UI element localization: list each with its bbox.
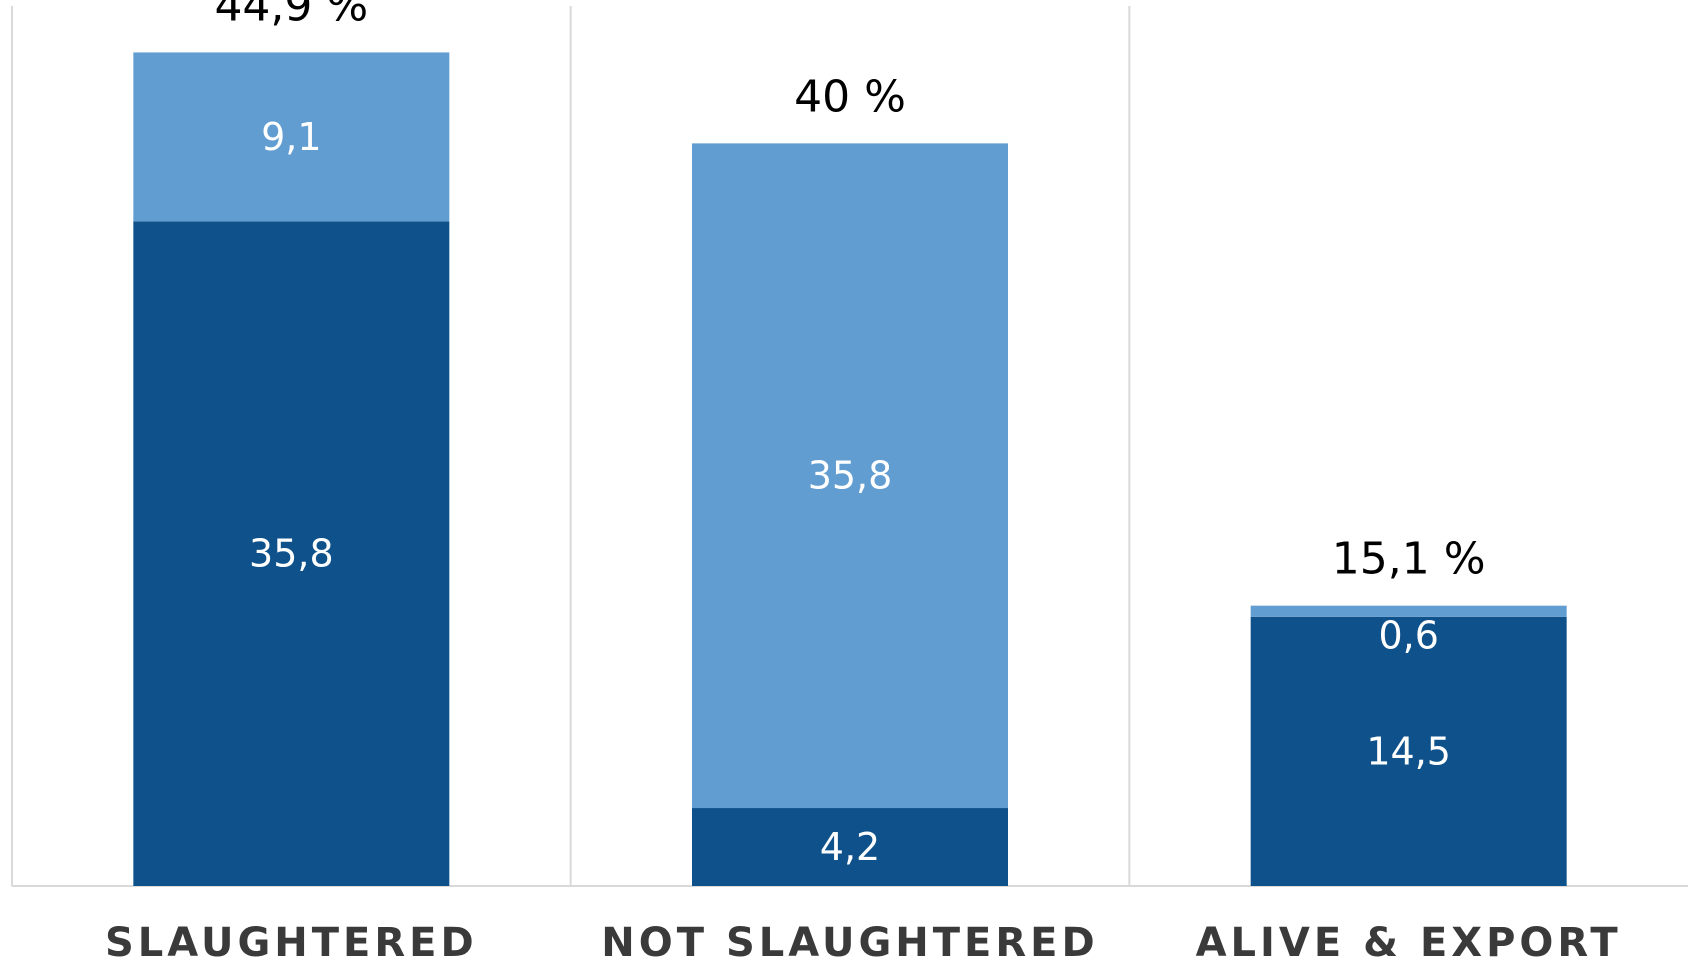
bar-segment <box>1250 616 1567 886</box>
segment-value-label: 35,8 <box>249 532 334 576</box>
total-value-label: 15,1 % <box>1332 534 1486 585</box>
category-label: ALIVE & EXPORT <box>1196 920 1622 964</box>
category-label: SLAUGHTERED <box>105 920 478 964</box>
bar-segment <box>133 52 450 222</box>
segment-value-label: 4,2 <box>820 825 880 869</box>
bar-segment <box>692 143 1008 809</box>
segment-value-label: 35,8 <box>808 454 893 498</box>
segment-value-label: 0,6 <box>1378 614 1438 658</box>
total-value-label: 40 % <box>794 71 906 122</box>
bar-segment <box>133 221 450 886</box>
bar-segment <box>692 808 1008 886</box>
segment-value-label: 9,1 <box>261 115 321 159</box>
bar-segment <box>1250 605 1567 617</box>
total-value-label: 44,9 % <box>214 0 368 31</box>
segment-value-label: 14,5 <box>1366 729 1451 773</box>
category-label: NOT SLAUGHTERED <box>601 920 1098 964</box>
